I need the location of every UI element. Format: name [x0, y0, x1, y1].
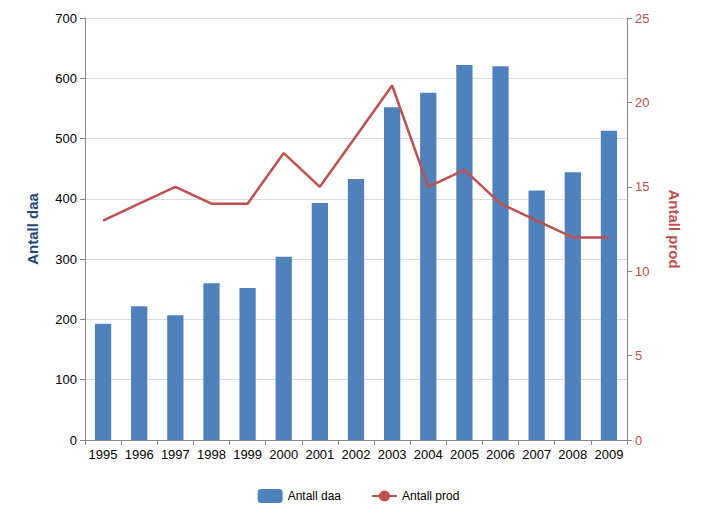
svg-text:300: 300	[55, 252, 77, 267]
svg-text:25: 25	[635, 11, 649, 26]
svg-text:2008: 2008	[558, 447, 587, 462]
svg-text:20: 20	[635, 95, 649, 110]
svg-text:1996: 1996	[125, 447, 154, 462]
svg-text:700: 700	[55, 11, 77, 26]
svg-text:Antall prod: Antall prod	[666, 189, 683, 268]
svg-text:200: 200	[55, 312, 77, 327]
svg-text:2003: 2003	[378, 447, 407, 462]
svg-text:2005: 2005	[450, 447, 479, 462]
svg-text:5: 5	[635, 348, 642, 363]
svg-text:2002: 2002	[342, 447, 371, 462]
svg-text:400: 400	[55, 191, 77, 206]
svg-text:2009: 2009	[594, 447, 623, 462]
svg-text:15: 15	[635, 179, 649, 194]
svg-text:600: 600	[55, 71, 77, 86]
svg-text:0: 0	[70, 433, 77, 448]
svg-text:2000: 2000	[269, 447, 298, 462]
svg-text:1998: 1998	[197, 447, 226, 462]
svg-text:2006: 2006	[486, 447, 515, 462]
svg-text:1995: 1995	[89, 447, 118, 462]
svg-text:100: 100	[55, 372, 77, 387]
svg-text:2007: 2007	[522, 447, 551, 462]
svg-text:Antall daa: Antall daa	[24, 193, 41, 265]
svg-text:1999: 1999	[233, 447, 262, 462]
svg-text:10: 10	[635, 264, 649, 279]
svg-text:Antall daa: Antall daa	[288, 489, 342, 503]
svg-text:Antall prod: Antall prod	[402, 489, 459, 503]
svg-text:2001: 2001	[305, 447, 334, 462]
svg-text:500: 500	[55, 131, 77, 146]
svg-text:2004: 2004	[414, 447, 443, 462]
svg-text:1997: 1997	[161, 447, 190, 462]
svg-text:0: 0	[635, 433, 642, 448]
